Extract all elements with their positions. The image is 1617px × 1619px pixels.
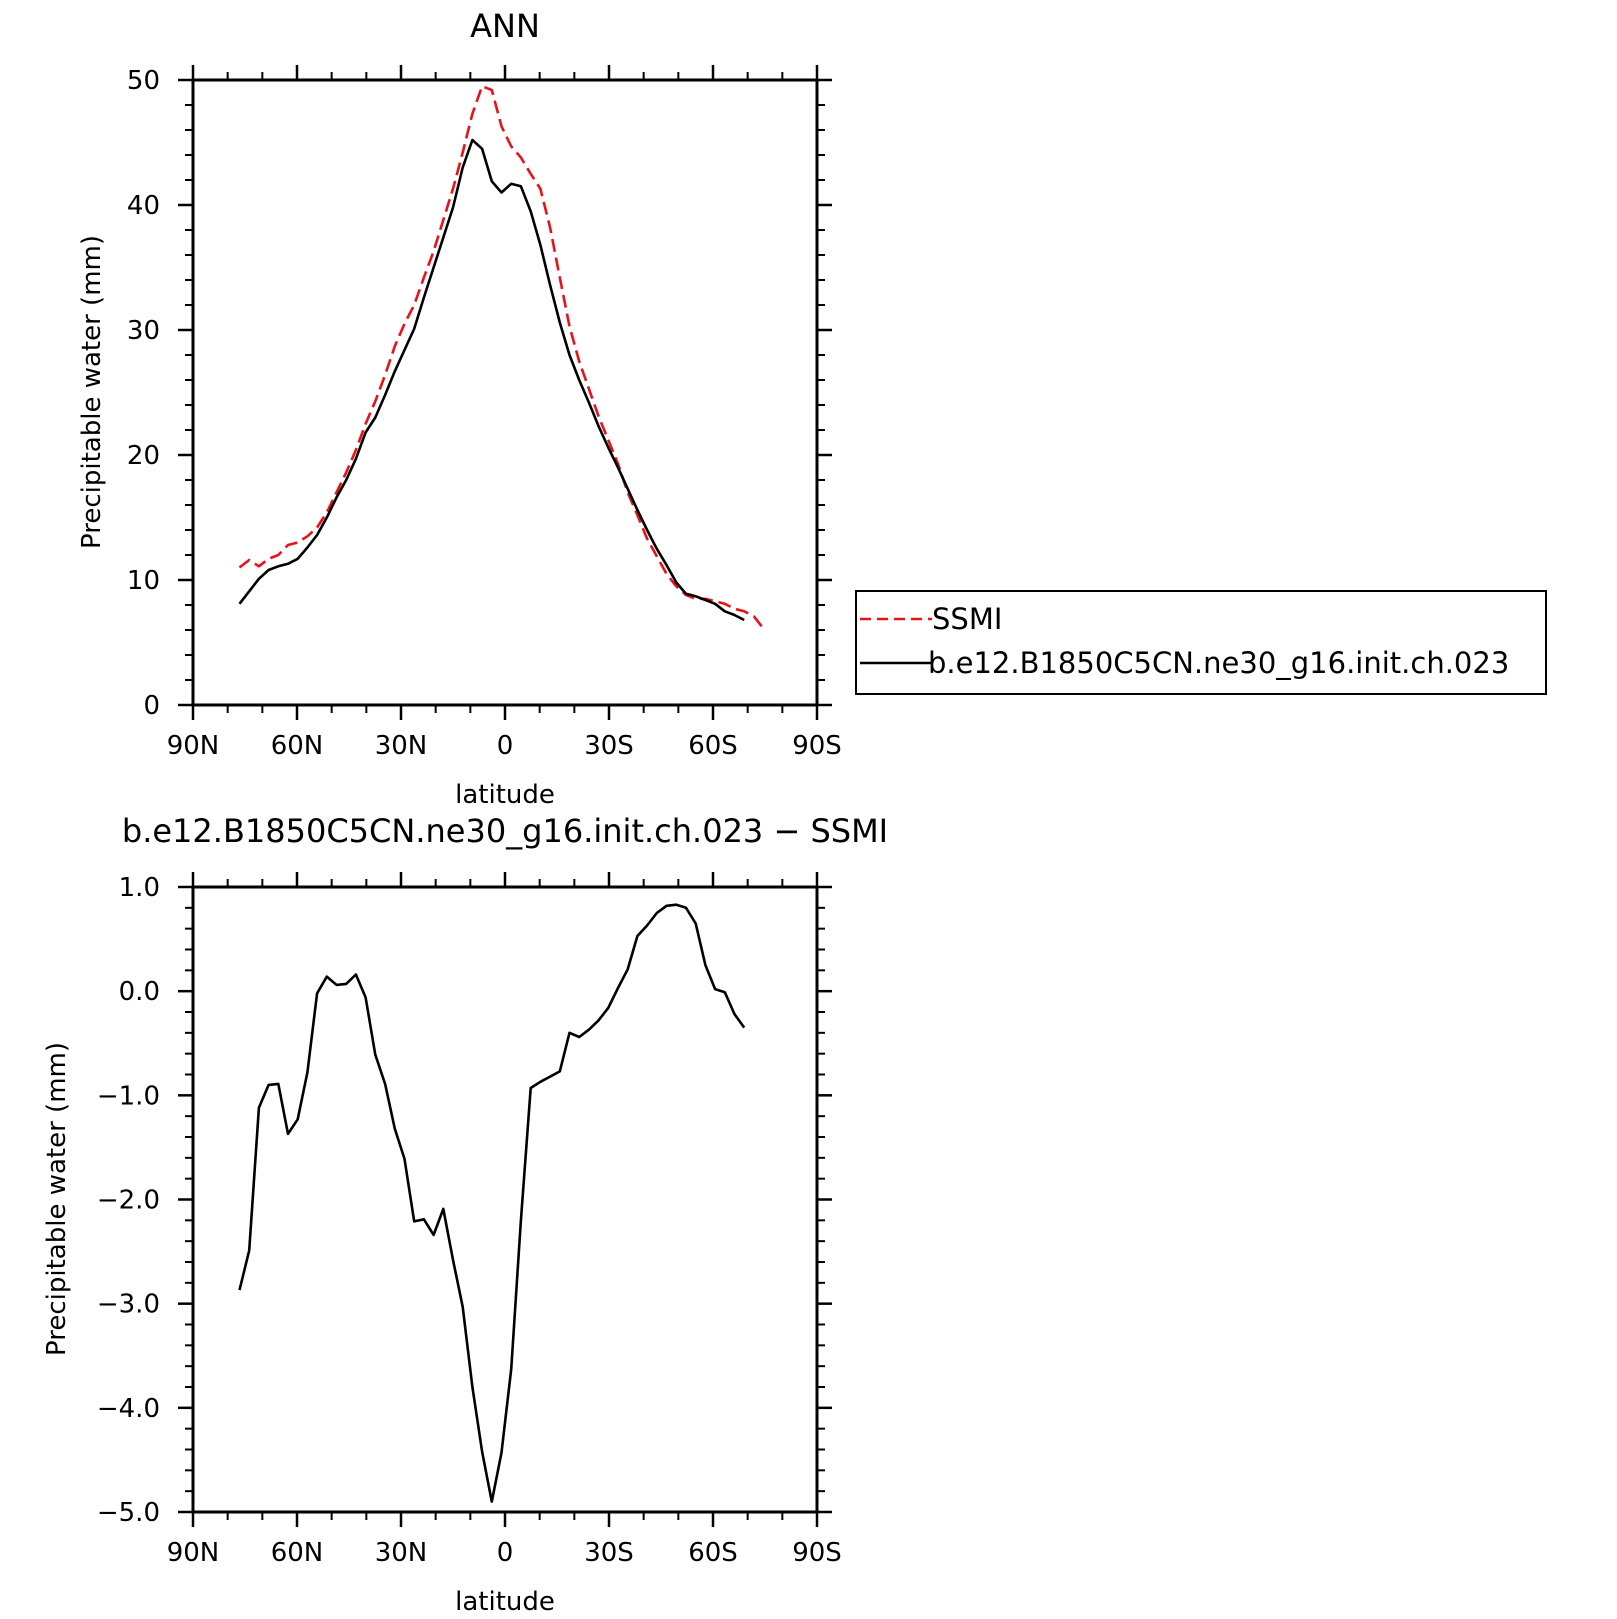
y-tick-label: 40 [127, 191, 160, 221]
y-tick-label: 50 [127, 66, 160, 96]
top-y-axis-title: Precipitable water (mm) [77, 235, 107, 549]
x-tick-label: 90N [167, 731, 220, 761]
y-tick-label: −1.0 [97, 1081, 160, 1111]
y-tick-label: 0 [143, 691, 160, 721]
legend: SSMI b.e12.B1850C5CN.ne30_g16.init.ch.02… [855, 590, 1547, 695]
bottom-y-axis-title: Precipitable water (mm) [42, 1042, 72, 1356]
x-tick-label: 30N [375, 1538, 428, 1568]
y-tick-label: 10 [127, 566, 160, 596]
top-chart-title: ANN [470, 7, 540, 45]
x-tick-label: 60N [271, 1538, 324, 1568]
x-tick-label: 0 [497, 731, 514, 761]
bottom-x-axis-title: latitude [455, 1587, 555, 1617]
bottom-panel: b.e12.B1850C5CN.ne30_g16.init.ch.023 − S… [42, 812, 888, 1617]
x-tick-label: 60S [688, 1538, 738, 1568]
y-tick-label: −5.0 [97, 1498, 160, 1528]
legend-label-ssmi: SSMI [932, 602, 1002, 636]
series-line-0-1 [238, 138, 745, 622]
y-tick-label: 1.0 [119, 873, 160, 903]
x-tick-label: 60N [271, 731, 324, 761]
y-tick-label: −4.0 [97, 1394, 160, 1424]
series-line-1-0 [238, 903, 746, 1503]
bottom-plot-frame [191, 885, 819, 1514]
y-tick-label: −3.0 [97, 1290, 160, 1320]
bottom-chart-title: b.e12.B1850C5CN.ne30_g16.init.ch.023 − S… [122, 812, 888, 850]
y-tick-label: 20 [127, 441, 160, 471]
top-plot-frame [191, 78, 819, 707]
top-x-axis-title: latitude [455, 780, 555, 810]
top-panel: ANN 90N 60N 30N 0 30S 60S 90S 0 10 20 30 40 50 latit… [77, 7, 1547, 810]
x-tick-label: 90N [167, 1538, 220, 1568]
legend-label-model: b.e12.B1850C5CN.ne30_g16.init.ch.023 [928, 646, 1509, 680]
x-tick-label: 60S [688, 731, 738, 761]
x-tick-label: 30S [584, 1538, 634, 1568]
y-tick-label: −2.0 [97, 1186, 160, 1216]
series-line-0-0 [238, 85, 765, 630]
legend-box [855, 590, 1547, 695]
x-tick-label: 90S [792, 731, 842, 761]
x-tick-label: 90S [792, 1538, 842, 1568]
x-tick-label: 0 [497, 1538, 514, 1568]
y-tick-label: 30 [127, 316, 160, 346]
y-tick-label: 0.0 [119, 977, 160, 1007]
x-tick-label: 30S [584, 731, 634, 761]
x-tick-label: 30N [375, 731, 428, 761]
